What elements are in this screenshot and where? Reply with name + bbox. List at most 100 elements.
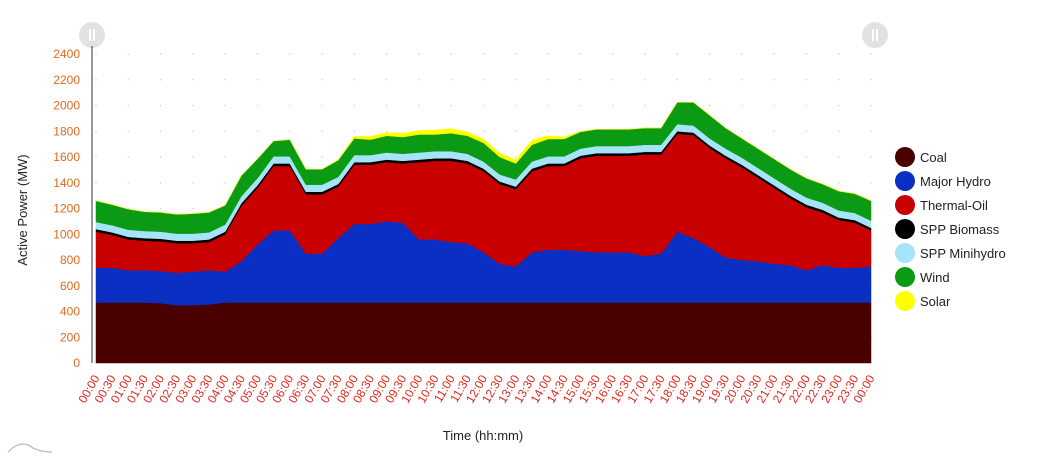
grid-dot — [773, 78, 775, 81]
grid-dot — [579, 104, 582, 107]
grid-dot — [547, 104, 549, 107]
legend-swatch — [895, 267, 915, 287]
grid-dot — [514, 130, 517, 133]
legend-item-label: Thermal-Oil — [920, 198, 988, 213]
grid-dot — [321, 104, 323, 107]
grid-dot — [644, 104, 646, 107]
grid-dot — [95, 156, 97, 158]
y-tick-label: 2200 — [53, 73, 80, 87]
grid-dot — [676, 53, 679, 55]
grid-dot — [837, 156, 840, 158]
grid-dot — [95, 53, 97, 55]
grid-dot — [256, 156, 259, 158]
grid-dot — [159, 207, 162, 210]
grid-dot — [450, 78, 453, 81]
grid-dot — [288, 104, 291, 107]
grid-dot — [870, 78, 872, 81]
grid-dot — [321, 53, 323, 55]
y-tick-label: 800 — [60, 253, 80, 267]
grid-dot — [385, 104, 388, 107]
legend-item-label: SPP Biomass — [920, 222, 1000, 237]
legend-swatch — [895, 291, 915, 311]
grid-dot — [159, 181, 162, 184]
grid-dot — [482, 104, 485, 107]
grid-dot — [482, 53, 485, 55]
x-axis-title: Time (hh:mm) — [443, 428, 523, 443]
grid-dot — [805, 156, 808, 158]
grid-dot — [288, 78, 291, 81]
grid-dot — [773, 53, 775, 55]
grid-dot — [450, 104, 453, 107]
mini-wave-icon — [7, 443, 53, 453]
grid-dot — [708, 78, 711, 81]
grid-dot — [805, 104, 808, 107]
grid-dot — [127, 104, 130, 107]
grid-dot — [224, 130, 226, 133]
legend-item-label: SPP Minihydro — [920, 246, 1006, 261]
grid-dot — [127, 130, 130, 133]
y-axis-title: Active Power (MW) — [15, 154, 30, 265]
y-tick-label: 1000 — [53, 227, 80, 241]
legend-swatch — [895, 147, 915, 167]
grid-dot — [127, 53, 130, 55]
grid-dot — [773, 104, 775, 107]
grid-dot — [450, 53, 453, 55]
grid-dot — [256, 53, 259, 55]
grid-dot — [870, 181, 872, 184]
grid-dot — [224, 181, 226, 184]
grid-dot — [127, 181, 130, 184]
grid-dot — [644, 78, 646, 81]
grid-dot — [708, 104, 711, 107]
grid-dot — [418, 78, 420, 81]
y-tick-label: 2000 — [53, 99, 80, 113]
grid-dot — [547, 78, 549, 81]
grid-dot — [514, 78, 517, 81]
grid-dot — [514, 156, 517, 158]
grid-dot — [353, 130, 356, 133]
grid-dot — [256, 78, 259, 81]
grid-dot — [159, 156, 162, 158]
grid-dot — [870, 104, 872, 107]
grid-dot — [579, 78, 582, 81]
grid-dot — [611, 78, 614, 81]
legend-item-label: Solar — [920, 294, 951, 309]
left-range-handle[interactable] — [79, 22, 105, 48]
grid-dot — [95, 130, 97, 133]
grid-dot — [353, 78, 356, 81]
y-tick-label: 1600 — [53, 150, 80, 164]
grid-dot — [805, 78, 808, 81]
grid-dot — [321, 78, 323, 81]
grid-dot — [321, 156, 323, 158]
grid-dot — [547, 130, 549, 133]
grid-dot — [159, 104, 162, 107]
right-range-handle[interactable] — [862, 22, 888, 48]
y-tick-label: 600 — [60, 279, 80, 293]
grid-dot — [192, 53, 194, 55]
grid-dot — [192, 156, 194, 158]
grid-dot — [837, 130, 840, 133]
legend-swatch — [895, 243, 915, 263]
grid-dot — [418, 53, 420, 55]
grid-dot — [192, 207, 194, 210]
grid-dot — [95, 181, 97, 184]
legend-item-label: Major Hydro — [920, 174, 991, 189]
grid-dot — [192, 104, 194, 107]
grid-dot — [192, 130, 194, 133]
grid-dot — [127, 156, 130, 158]
area-solar — [95, 102, 872, 215]
grid-dot — [579, 53, 582, 55]
grid-dot — [385, 130, 388, 133]
grid-dot — [127, 78, 130, 81]
y-tick-label: 0 — [73, 356, 80, 370]
grid-dot — [870, 130, 872, 133]
grid-dot — [482, 78, 485, 81]
grid-dot — [837, 104, 840, 107]
grid-dot — [805, 53, 808, 55]
y-tick-label: 2400 — [53, 47, 80, 61]
grid-dot — [224, 156, 226, 158]
grid-dot — [192, 181, 194, 184]
legend-item-label: Wind — [920, 270, 950, 285]
y-tick-label: 400 — [60, 305, 80, 319]
grid-dot — [741, 104, 743, 107]
